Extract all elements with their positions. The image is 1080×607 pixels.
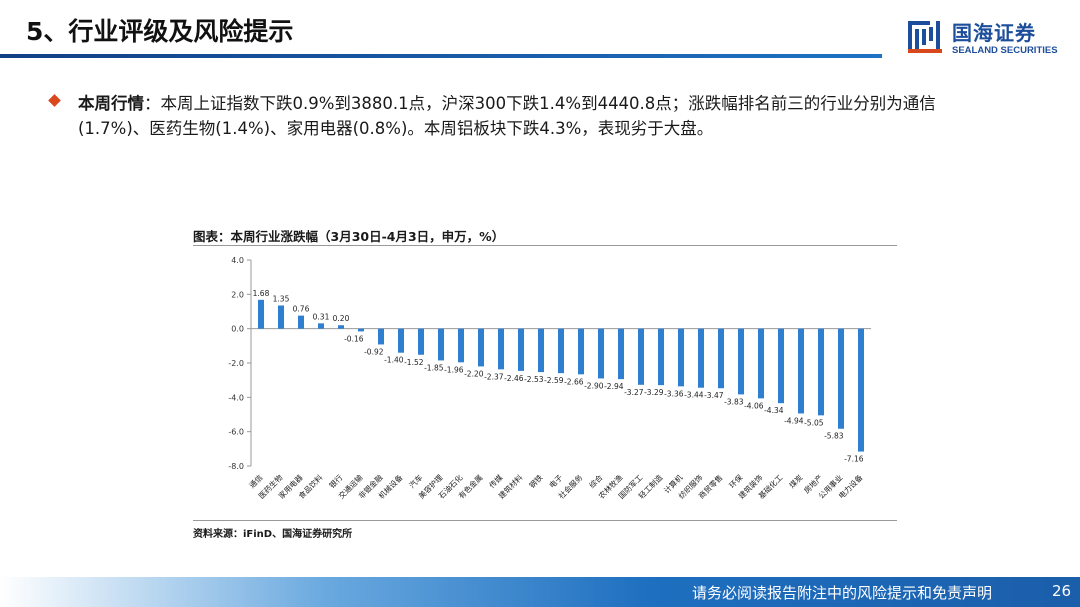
page-title: 5、行业评级及风险提示 (26, 17, 294, 46)
company-logo: 国海证券 SEALAND SECURITIES (906, 17, 1066, 61)
data-label: 0.31 (313, 312, 330, 321)
data-label: -1.52 (404, 358, 424, 367)
bar (778, 328, 784, 404)
bar (458, 328, 464, 363)
logo-english-name: SEALAND SECURITIES (952, 45, 1058, 56)
category-label: 煤炭 (787, 472, 805, 490)
bar (538, 328, 544, 373)
bar (658, 328, 664, 386)
bar (638, 328, 644, 385)
data-label: 1.68 (253, 289, 270, 298)
summary-paragraph: 本周行情：本周上证指数下跌0.9%到3880.1点，沪深300下跌1.4%到44… (78, 91, 998, 141)
bar (758, 328, 764, 399)
bar (798, 328, 804, 414)
category-label: 银行 (327, 472, 345, 490)
data-label: -3.29 (644, 388, 664, 397)
category-label: 综合 (587, 472, 605, 490)
data-label: -2.37 (484, 372, 504, 381)
bar (858, 328, 864, 452)
chart-title: 图表：本周行业涨跌幅（3月30日-4月3日，申万，%） (193, 229, 505, 244)
data-label: -0.16 (344, 334, 364, 343)
data-label: -2.46 (504, 374, 524, 383)
bar (398, 328, 404, 353)
y-tick-label: 4.0 (231, 256, 244, 265)
bar (818, 328, 824, 416)
y-tick-label: -8.0 (228, 462, 244, 471)
bar (438, 328, 444, 361)
category-label: 钢铁 (527, 472, 545, 490)
y-tick-label: -2.0 (228, 359, 244, 368)
y-tick-label: -6.0 (228, 428, 244, 437)
y-tick-label: 0.0 (231, 325, 244, 334)
bar (378, 328, 384, 345)
bar (478, 328, 484, 367)
bar (678, 328, 684, 387)
bar (498, 328, 504, 370)
bar (258, 299, 264, 329)
data-label: -4.94 (784, 416, 804, 425)
data-label: -4.34 (764, 406, 784, 415)
bar (358, 328, 364, 332)
data-label: -3.47 (704, 391, 724, 400)
data-label: -2.94 (604, 382, 624, 391)
category-label: 汽车 (407, 472, 425, 490)
data-label: -4.06 (744, 401, 764, 410)
data-label: -5.83 (824, 432, 844, 441)
bar (738, 328, 744, 395)
chart-top-rule (193, 245, 897, 246)
data-label: -3.27 (624, 388, 644, 397)
bar (598, 328, 604, 379)
bar (338, 325, 344, 329)
data-label: -3.44 (684, 391, 704, 400)
data-label: -2.59 (544, 376, 564, 385)
data-label: -0.92 (364, 347, 384, 356)
data-label: 1.35 (273, 294, 290, 303)
data-label: -1.96 (444, 365, 464, 374)
footer-disclaimer: 请务必阅读报告附注中的风险提示和免责声明 (692, 584, 993, 602)
summary-text-line1: ：本周上证指数下跌0.9%到3880.1点，沪深300下跌1.4%到4440.8… (144, 94, 936, 113)
diamond-bullet-icon (48, 94, 61, 107)
bar (278, 305, 284, 329)
summary-label: 本周行情 (78, 94, 144, 113)
data-label: 0.20 (333, 314, 350, 323)
bar (318, 323, 324, 329)
data-label: -3.83 (724, 397, 744, 406)
data-label: -1.85 (424, 363, 444, 372)
category-label: 传媒 (487, 472, 505, 490)
chart-bottom-rule (193, 520, 897, 521)
bar (298, 315, 304, 329)
data-label: -3.36 (664, 389, 684, 398)
category-label: 通信 (247, 472, 265, 490)
page-number: 26 (1052, 582, 1072, 600)
bar (838, 328, 844, 429)
y-tick-label: -4.0 (228, 393, 244, 402)
bar (518, 328, 524, 371)
category-label: 电子 (547, 472, 565, 490)
footer-bar (0, 577, 1080, 607)
data-label: -2.90 (584, 381, 604, 390)
bar (618, 328, 624, 380)
sealand-logo-icon (908, 21, 942, 53)
industry-returns-chart: 4.02.00.0-2.0-4.0-6.0-8.01.68通信1.35医药生物0… (228, 256, 871, 501)
data-label: -1.40 (384, 356, 404, 365)
bar (718, 328, 724, 389)
bar (558, 328, 564, 374)
summary-text-line2: (1.7%)、医药生物(1.4%)、家用电器(0.8%)。本周铝板块下跌4.3%… (78, 119, 714, 138)
logo-chinese-name: 国海证券 (952, 21, 1036, 45)
bar (578, 328, 584, 375)
data-label: -7.16 (844, 455, 864, 464)
source-note: 资料来源：iFinD、国海证券研究所 (193, 529, 353, 540)
category-label: 环保 (727, 473, 744, 490)
data-label: -2.66 (564, 377, 584, 386)
data-label: -2.20 (464, 369, 484, 378)
header-divider (0, 54, 882, 58)
data-label: -2.53 (524, 375, 544, 384)
bar (418, 328, 424, 355)
y-tick-label: 2.0 (231, 290, 244, 299)
bar (698, 328, 704, 388)
data-label: -5.05 (804, 418, 824, 427)
data-label: 0.76 (293, 305, 310, 314)
